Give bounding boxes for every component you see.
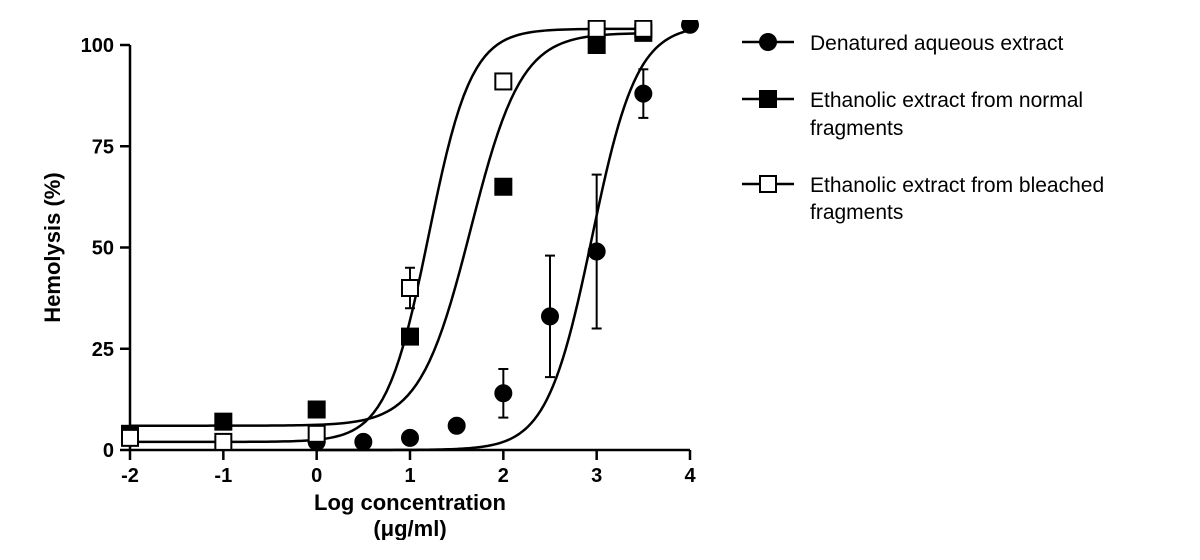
legend-label: Ethanolic extract from bleached fragment…	[810, 172, 1170, 227]
legend-marker-icon	[740, 172, 796, 196]
svg-text:75: 75	[92, 136, 114, 158]
chart-legend: Denatured aqueous extract Ethanolic extra…	[740, 20, 1170, 256]
svg-text:-1: -1	[214, 465, 232, 487]
legend-item: Ethanolic extract from bleached fragment…	[740, 172, 1170, 227]
svg-text:25: 25	[92, 339, 114, 361]
chart-plot: 0 25 50 75 100 -2 -1 0 1 2 3 4 Hemolysis (%) Log conc…	[20, 20, 720, 540]
svg-text:50: 50	[92, 238, 114, 260]
svg-text:2: 2	[498, 465, 509, 487]
chart-svg: 0 25 50 75 100 -2 -1 0 1 2 3 4 Hemolysis (%) Log conc…	[20, 20, 720, 540]
svg-text:-2: -2	[121, 465, 139, 487]
legend-marker-icon	[740, 30, 796, 54]
legend-item: Ethanolic extract from normal fragments	[740, 87, 1170, 142]
svg-text:0: 0	[103, 440, 114, 462]
legend-label: Ethanolic extract from normal fragments	[810, 87, 1170, 142]
svg-text:Hemolysis (%): Hemolysis (%)	[40, 172, 65, 322]
figure-container: 0 25 50 75 100 -2 -1 0 1 2 3 4 Hemolysis (%) Log conc…	[20, 20, 1180, 540]
legend-label: Denatured aqueous extract	[810, 30, 1063, 57]
svg-text:3: 3	[591, 465, 602, 487]
svg-text:1: 1	[404, 465, 415, 487]
svg-text:100: 100	[81, 35, 114, 57]
svg-text:Log concentration: Log concentration	[314, 490, 506, 515]
legend-marker-icon	[740, 87, 796, 111]
legend-item: Denatured aqueous extract	[740, 30, 1170, 57]
svg-text:(μg/ml): (μg/ml)	[373, 516, 446, 540]
svg-text:0: 0	[311, 465, 322, 487]
svg-text:4: 4	[684, 465, 696, 487]
